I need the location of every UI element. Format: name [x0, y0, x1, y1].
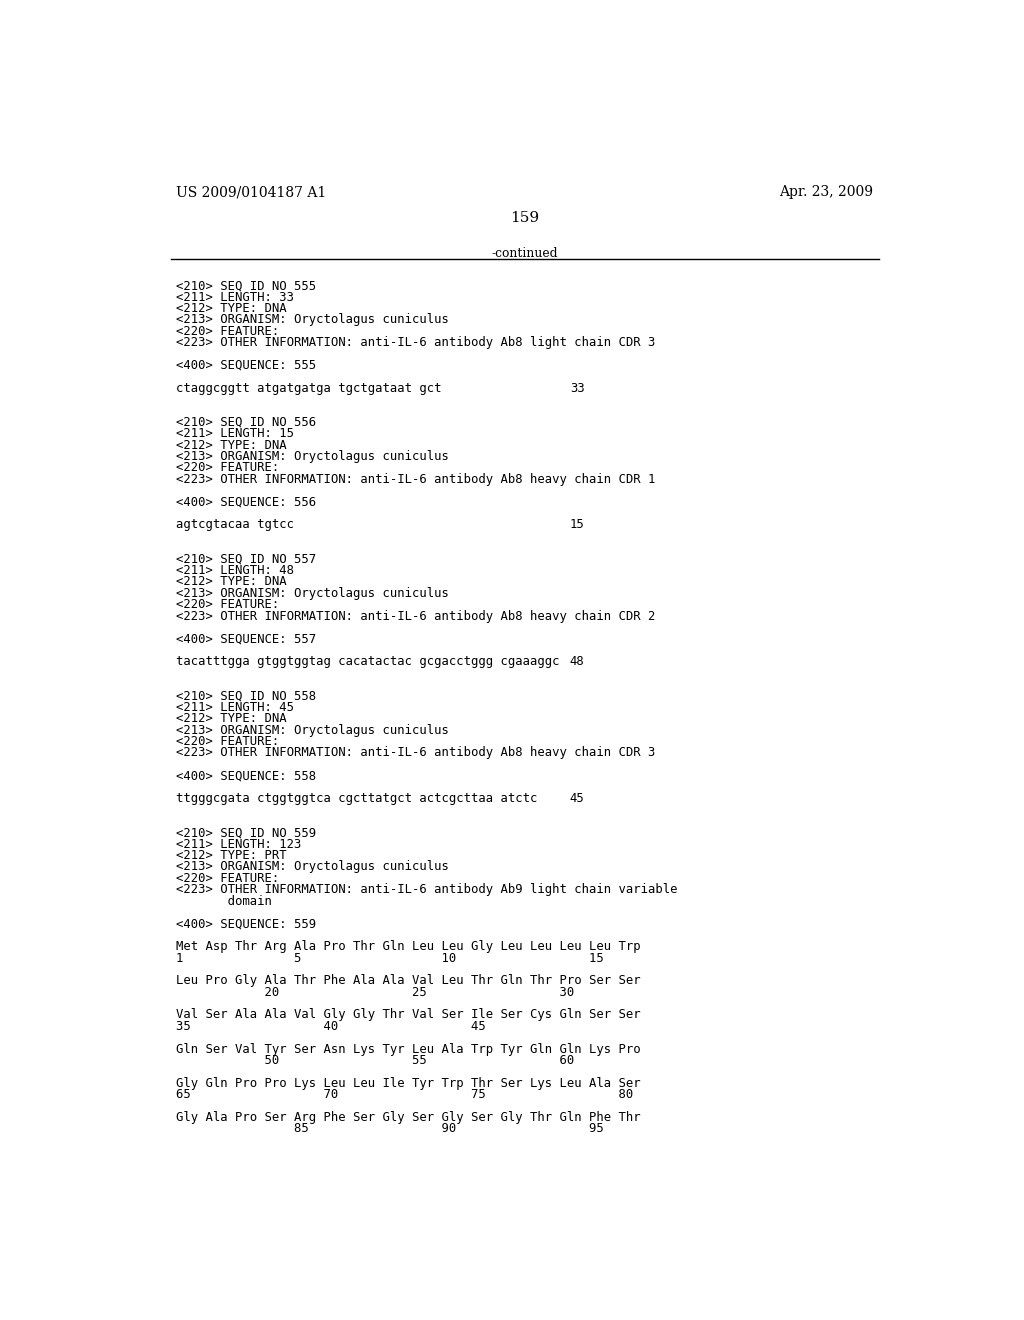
Text: <211> LENGTH: 33: <211> LENGTH: 33 [176, 290, 294, 304]
Text: <212> TYPE: PRT: <212> TYPE: PRT [176, 849, 287, 862]
Text: <211> LENGTH: 15: <211> LENGTH: 15 [176, 428, 294, 441]
Text: <400> SEQUENCE: 558: <400> SEQUENCE: 558 [176, 770, 316, 783]
Text: <400> SEQUENCE: 557: <400> SEQUENCE: 557 [176, 632, 316, 645]
Text: <400> SEQUENCE: 556: <400> SEQUENCE: 556 [176, 496, 316, 508]
Text: <400> SEQUENCE: 555: <400> SEQUENCE: 555 [176, 359, 316, 372]
Text: 159: 159 [510, 211, 540, 224]
Text: 65                  70                  75                  80: 65 70 75 80 [176, 1088, 633, 1101]
Text: <210> SEQ ID NO 559: <210> SEQ ID NO 559 [176, 826, 316, 840]
Text: <212> TYPE: DNA: <212> TYPE: DNA [176, 438, 287, 451]
Text: <211> LENGTH: 48: <211> LENGTH: 48 [176, 564, 294, 577]
Text: <223> OTHER INFORMATION: anti-IL-6 antibody Ab8 heavy chain CDR 2: <223> OTHER INFORMATION: anti-IL-6 antib… [176, 610, 655, 623]
Text: <223> OTHER INFORMATION: anti-IL-6 antibody Ab9 light chain variable: <223> OTHER INFORMATION: anti-IL-6 antib… [176, 883, 678, 896]
Text: <213> ORGANISM: Oryctolagus cuniculus: <213> ORGANISM: Oryctolagus cuniculus [176, 587, 449, 599]
Text: <212> TYPE: DNA: <212> TYPE: DNA [176, 576, 287, 589]
Text: Gly Ala Pro Ser Arg Phe Ser Gly Ser Gly Ser Gly Thr Gln Phe Thr: Gly Ala Pro Ser Arg Phe Ser Gly Ser Gly … [176, 1111, 641, 1125]
Text: <210> SEQ ID NO 558: <210> SEQ ID NO 558 [176, 689, 316, 702]
Text: <211> LENGTH: 45: <211> LENGTH: 45 [176, 701, 294, 714]
Text: <212> TYPE: DNA: <212> TYPE: DNA [176, 302, 287, 315]
Text: <223> OTHER INFORMATION: anti-IL-6 antibody Ab8 heavy chain CDR 1: <223> OTHER INFORMATION: anti-IL-6 antib… [176, 473, 655, 486]
Text: <220> FEATURE:: <220> FEATURE: [176, 325, 280, 338]
Text: 45: 45 [569, 792, 585, 805]
Text: <220> FEATURE:: <220> FEATURE: [176, 462, 280, 474]
Text: <210> SEQ ID NO 555: <210> SEQ ID NO 555 [176, 279, 316, 292]
Text: domain: domain [176, 895, 272, 908]
Text: 15: 15 [569, 519, 585, 532]
Text: Leu Pro Gly Ala Thr Phe Ala Ala Val Leu Thr Gln Thr Pro Ser Ser: Leu Pro Gly Ala Thr Phe Ala Ala Val Leu … [176, 974, 641, 987]
Text: ctaggcggtt atgatgatga tgctgataat gct: ctaggcggtt atgatgatga tgctgataat gct [176, 381, 441, 395]
Text: agtcgtacaa tgtcc: agtcgtacaa tgtcc [176, 519, 294, 532]
Text: Gly Gln Pro Pro Lys Leu Leu Ile Tyr Trp Thr Ser Lys Leu Ala Ser: Gly Gln Pro Pro Lys Leu Leu Ile Tyr Trp … [176, 1077, 641, 1090]
Text: 85                  90                  95: 85 90 95 [176, 1122, 604, 1135]
Text: <210> SEQ ID NO 556: <210> SEQ ID NO 556 [176, 416, 316, 429]
Text: <213> ORGANISM: Oryctolagus cuniculus: <213> ORGANISM: Oryctolagus cuniculus [176, 313, 449, 326]
Text: <213> ORGANISM: Oryctolagus cuniculus: <213> ORGANISM: Oryctolagus cuniculus [176, 450, 449, 463]
Text: 20                  25                  30: 20 25 30 [176, 986, 574, 999]
Text: 33: 33 [569, 381, 585, 395]
Text: <220> FEATURE:: <220> FEATURE: [176, 598, 280, 611]
Text: tacatttgga gtggtggtag cacatactac gcgacctggg cgaaaggc: tacatttgga gtggtggtag cacatactac gcgacct… [176, 655, 559, 668]
Text: -continued: -continued [492, 247, 558, 260]
Text: Gln Ser Val Tyr Ser Asn Lys Tyr Leu Ala Trp Tyr Gln Gln Lys Pro: Gln Ser Val Tyr Ser Asn Lys Tyr Leu Ala … [176, 1043, 641, 1056]
Text: <212> TYPE: DNA: <212> TYPE: DNA [176, 713, 287, 725]
Text: 1               5                   10                  15: 1 5 10 15 [176, 952, 604, 965]
Text: Val Ser Ala Ala Val Gly Gly Thr Val Ser Ile Ser Cys Gln Ser Ser: Val Ser Ala Ala Val Gly Gly Thr Val Ser … [176, 1008, 641, 1022]
Text: <210> SEQ ID NO 557: <210> SEQ ID NO 557 [176, 553, 316, 566]
Text: 48: 48 [569, 655, 585, 668]
Text: <400> SEQUENCE: 559: <400> SEQUENCE: 559 [176, 917, 316, 931]
Text: <213> ORGANISM: Oryctolagus cuniculus: <213> ORGANISM: Oryctolagus cuniculus [176, 723, 449, 737]
Text: <213> ORGANISM: Oryctolagus cuniculus: <213> ORGANISM: Oryctolagus cuniculus [176, 861, 449, 874]
Text: ttgggcgata ctggtggtca cgcttatgct actcgcttaa atctc: ttgggcgata ctggtggtca cgcttatgct actcgct… [176, 792, 538, 805]
Text: Apr. 23, 2009: Apr. 23, 2009 [779, 185, 873, 199]
Text: <211> LENGTH: 123: <211> LENGTH: 123 [176, 838, 301, 850]
Text: <223> OTHER INFORMATION: anti-IL-6 antibody Ab8 light chain CDR 3: <223> OTHER INFORMATION: anti-IL-6 antib… [176, 337, 655, 348]
Text: 35                  40                  45: 35 40 45 [176, 1020, 485, 1032]
Text: <223> OTHER INFORMATION: anti-IL-6 antibody Ab8 heavy chain CDR 3: <223> OTHER INFORMATION: anti-IL-6 antib… [176, 746, 655, 759]
Text: <220> FEATURE:: <220> FEATURE: [176, 735, 280, 748]
Text: US 2009/0104187 A1: US 2009/0104187 A1 [176, 185, 327, 199]
Text: Met Asp Thr Arg Ala Pro Thr Gln Leu Leu Gly Leu Leu Leu Leu Trp: Met Asp Thr Arg Ala Pro Thr Gln Leu Leu … [176, 940, 641, 953]
Text: <220> FEATURE:: <220> FEATURE: [176, 871, 280, 884]
Text: 50                  55                  60: 50 55 60 [176, 1055, 574, 1067]
